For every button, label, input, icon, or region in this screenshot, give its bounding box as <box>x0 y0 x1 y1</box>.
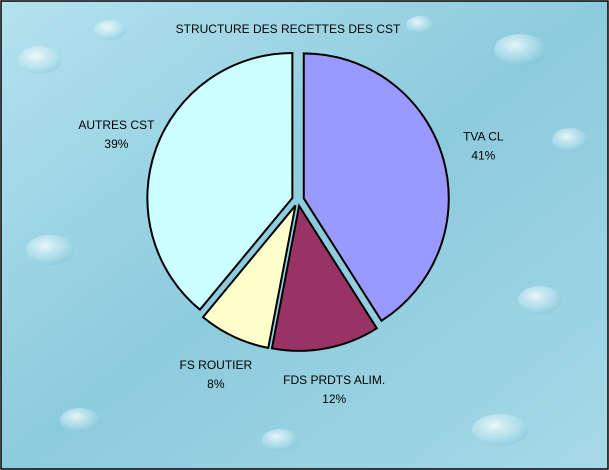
slice-value-label: 39% <box>104 137 128 151</box>
pie-slice <box>146 51 294 312</box>
pie-slice <box>302 52 450 323</box>
slice-value-label: 8% <box>207 377 225 391</box>
slice-value-label: 41% <box>471 148 495 162</box>
slice-value-label: 12% <box>322 392 346 406</box>
slice-label: AUTRES CST <box>78 118 155 132</box>
pie-slice <box>270 203 379 352</box>
slice-label: FS ROUTIER <box>179 358 252 372</box>
slice-label: TVA CL <box>463 129 504 143</box>
droplets <box>18 16 588 451</box>
slice-label: FDS PRDTS ALIM. <box>283 373 385 387</box>
chart-title: STRUCTURE DES RECETTES DES CST <box>176 22 401 36</box>
pie-slice <box>201 204 297 350</box>
